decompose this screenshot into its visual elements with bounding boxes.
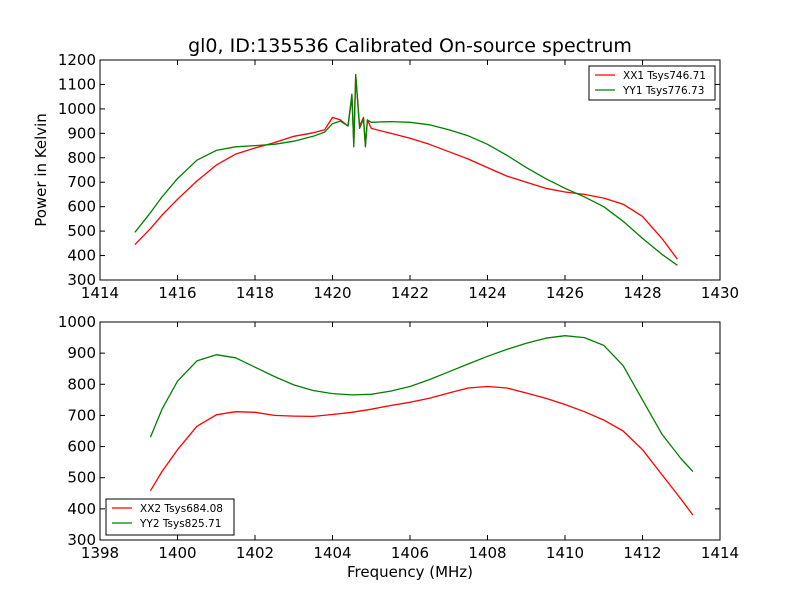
y-axis-label: Power in Kelvin (32, 113, 50, 227)
y-tick-label: 500 (67, 222, 96, 240)
series-line-2 (149, 335, 694, 472)
legend: XX1 Tsys746.71 YY1 Tsys776.73 (588, 65, 716, 101)
series-lines (134, 74, 678, 266)
y-tick-label: 1100 (58, 75, 96, 93)
x-axis-label: Frequency (MHz) (347, 563, 473, 581)
legend-label: YY1 Tsys776.73 (622, 85, 704, 97)
y-tick-label: 300 (67, 531, 96, 549)
x-tick-label: 1408 (468, 544, 506, 562)
y-tick-label: 800 (67, 149, 96, 167)
x-tick-label: 1414 (81, 284, 119, 302)
y-tick-label: 700 (67, 406, 96, 424)
y-tick-label: 500 (67, 469, 96, 487)
y-tick-label: 600 (67, 198, 96, 216)
x-tick-label: 1420 (313, 284, 351, 302)
chart-title: gl0, ID:135536 Calibrated On-source spec… (188, 35, 632, 57)
legend-box (588, 65, 716, 101)
x-tick-label: 1412 (623, 544, 661, 562)
y-tick-label: 900 (67, 124, 96, 142)
plot-frame (99, 59, 721, 281)
series-line-1 (134, 74, 678, 260)
x-tick-label: 1402 (236, 544, 274, 562)
x-tick-label: 1416 (158, 284, 196, 302)
legend: XX2 Tsys684.08 YY2 Tsys825.71 (105, 498, 235, 536)
y-tick-label: 400 (67, 500, 96, 518)
legend-label: YY2 Tsys825.71 (139, 518, 221, 530)
y-tick-label: 700 (67, 173, 96, 191)
x-tick-label: 1428 (623, 284, 661, 302)
y-tick-label: 900 (67, 344, 96, 362)
axis-ticks: 1398 1400 1402 1404 1406 1408 1410 1412 1414 300 4… (58, 313, 739, 562)
y-tick-label: 1000 (58, 100, 96, 118)
series-lines (149, 335, 694, 516)
x-tick-label: 1398 (81, 544, 119, 562)
bottom-chart: Frequency (MHz) 1398 1400 1402 1404 1406 1408… (58, 313, 739, 581)
x-tick-label: 1406 (391, 544, 429, 562)
x-tick-label: 1424 (468, 284, 506, 302)
plot-frame (99, 321, 721, 541)
legend-label: XX2 Tsys684.08 (140, 503, 223, 515)
x-tick-label: 1422 (391, 284, 429, 302)
x-tick-label: 1430 (701, 284, 739, 302)
y-tick-label: 300 (67, 271, 96, 289)
x-tick-label: 1400 (158, 544, 196, 562)
series-line-1 (149, 385, 694, 516)
y-tick-label: 1000 (58, 313, 96, 331)
x-tick-label: 1410 (546, 544, 584, 562)
y-tick-label: 400 (67, 247, 96, 265)
x-tick-label: 1426 (546, 284, 584, 302)
legend-box (105, 498, 235, 536)
x-tick-label: 1404 (313, 544, 351, 562)
axis-ticks: 1414 1416 1418 1420 1422 1424 1426 1428 1430 300 4… (58, 51, 739, 302)
y-tick-label: 600 (67, 438, 96, 456)
series-line-2 (134, 74, 678, 266)
x-tick-label: 1414 (701, 544, 739, 562)
y-tick-label: 800 (67, 375, 96, 393)
top-chart: gl0, ID:135536 Calibrated On-source spec… (32, 35, 739, 302)
x-tick-label: 1418 (236, 284, 274, 302)
y-tick-label: 1200 (58, 51, 96, 69)
legend-label: XX1 Tsys746.71 (623, 70, 706, 82)
